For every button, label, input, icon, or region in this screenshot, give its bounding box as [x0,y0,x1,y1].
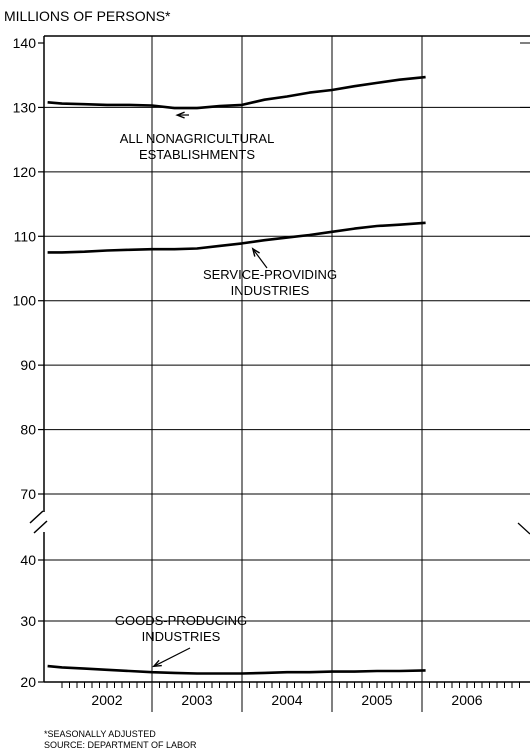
y-tick-label: 80 [20,422,36,438]
annotation-line: ESTABLISHMENTS [139,147,255,162]
plot-frame [29,35,530,683]
y-tick-label: 40 [20,552,36,568]
chart-title: MILLIONS OF PERSONS* [4,8,171,24]
x-axis: 2002 2003 2004 2005 2006 [61,682,520,708]
y-tick-label: 120 [13,164,37,180]
y-tick-label: 20 [20,674,36,690]
y-tick-label: 70 [20,486,36,502]
x-tick-label: 2005 [361,692,392,708]
gridlines [44,36,530,712]
annotation-line: INDUSTRIES [231,283,310,298]
y-tick-label: 130 [13,99,37,115]
annotation-line: INDUSTRIES [142,629,221,644]
axis-break-mark [517,522,530,535]
series-all-nonagricultural [47,75,426,110]
annotation-line: GOODS-PRODUCING [115,613,247,628]
axis-break-mark [33,520,48,534]
y-axis: 20 30 40 70 80 90 100 110 120 130 140 [13,35,530,690]
annotation-line: ALL NONAGRICULTURAL [120,131,275,146]
y-tick-label: 110 [14,228,37,244]
annotation-leader [153,647,191,667]
y-tick-label: 100 [13,293,37,309]
x-tick-label: 2004 [271,692,302,708]
footnote-line: *SEASONALLY ADJUSTED [44,729,156,739]
annotation-leader [252,248,268,269]
y-tick-label: 140 [13,35,37,51]
y-tick-label: 30 [20,613,36,629]
series-lines [47,75,426,675]
footnote-line: SOURCE: DEPARTMENT OF LABOR [44,740,197,750]
series-goods-producing [47,664,426,675]
annotation-arrowhead [251,247,260,257]
annotation-line: SERVICE-PROVIDING [203,267,337,282]
axis-break-mark [29,510,44,524]
annotation-arrowhead [175,111,185,119]
y-tick-label: 90 [20,357,36,373]
annotation-arrowhead [152,659,162,668]
x-tick-label: 2006 [451,692,482,708]
x-tick-label: 2002 [91,692,122,708]
series-service-providing [47,221,426,254]
x-tick-label: 2003 [181,692,212,708]
